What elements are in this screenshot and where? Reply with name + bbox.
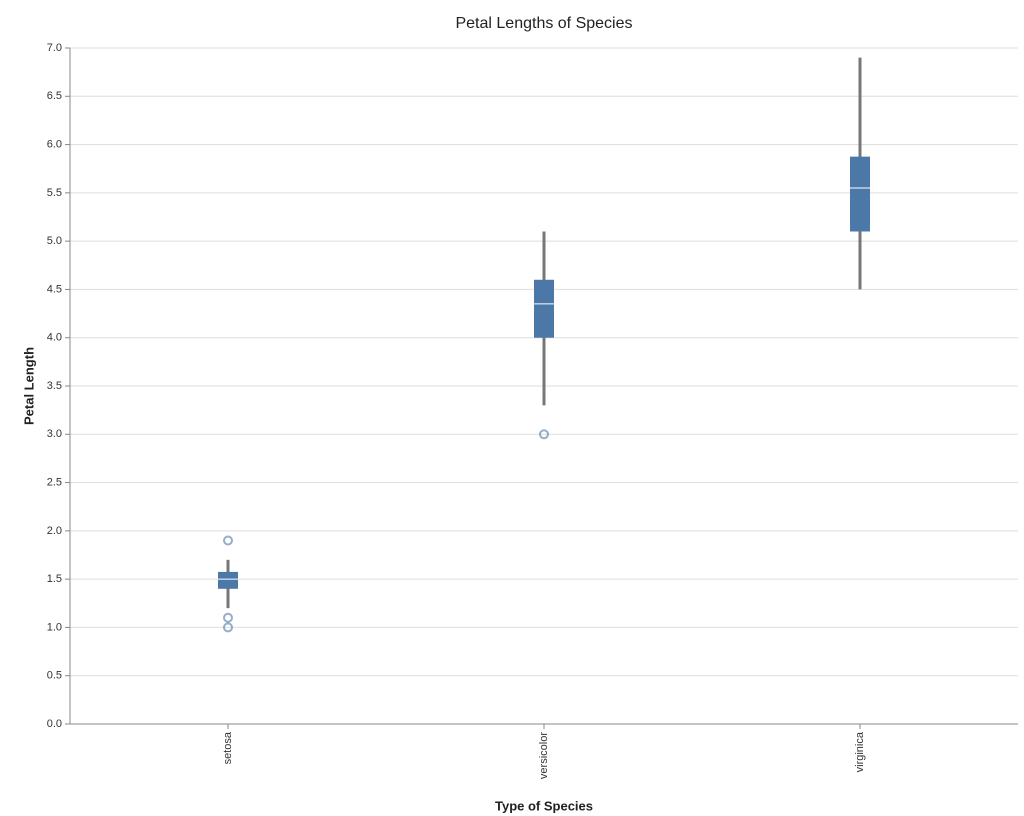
y-tick-label: 3.5	[47, 380, 62, 392]
x-tick-label: versicolor	[538, 732, 550, 779]
x-tick-label: virginica	[854, 731, 866, 772]
y-tick-label: 5.5	[47, 187, 62, 199]
box	[218, 571, 238, 589]
chart-title: Petal Lengths of Species	[455, 15, 632, 32]
y-tick-label: 0.0	[47, 718, 62, 730]
y-tick-label: 2.0	[47, 525, 62, 537]
y-tick-label: 4.0	[47, 332, 62, 344]
y-tick-label: 1.5	[47, 573, 62, 585]
outlier	[223, 535, 233, 546]
outlier	[223, 622, 233, 633]
y-tick-label: 6.0	[47, 138, 62, 150]
y-tick-label: 4.5	[47, 283, 62, 295]
box	[850, 156, 870, 232]
y-axis-title: Petal Length	[21, 347, 36, 425]
y-tick-label: 6.5	[47, 90, 62, 102]
x-axis-title: Type of Species	[495, 798, 593, 813]
y-tick-label: 3.0	[47, 428, 62, 440]
outlier	[223, 612, 233, 623]
x-tick-label: setosa	[222, 731, 234, 764]
y-tick-label: 5.0	[47, 235, 62, 247]
y-tick-label: 1.0	[47, 621, 62, 633]
y-tick-label: 7.0	[47, 42, 62, 54]
y-tick-label: 0.5	[47, 670, 62, 682]
outlier	[539, 429, 549, 440]
y-tick-label: 2.5	[47, 476, 62, 488]
box	[534, 279, 554, 338]
